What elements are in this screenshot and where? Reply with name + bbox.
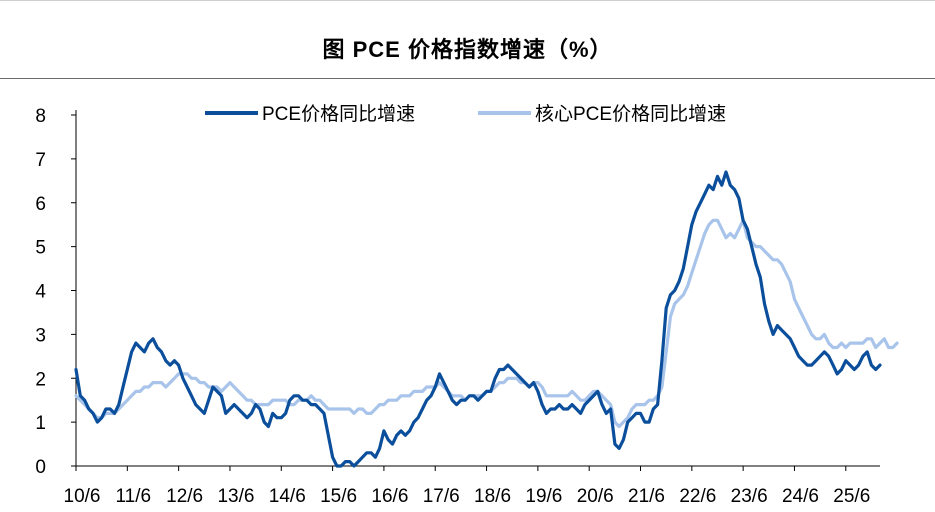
y-tick-label: 3 — [35, 325, 46, 346]
series-line-core-pce — [74, 218, 899, 429]
legend-label-pce: PCE价格同比增速 — [262, 103, 415, 125]
y-tick-label: 8 — [35, 106, 46, 127]
top-border — [0, 0, 935, 1]
x-tick-label: 24/6 — [782, 486, 819, 507]
chart-axes: 0 1 2 3 4 5 6 7 8 10/6 11/6 12/6 13/6 14/6 15/6 16/6 17/… — [35, 106, 880, 507]
x-tick-label: 11/6 — [116, 486, 152, 507]
x-tick-label: 17/6 — [423, 486, 460, 507]
y-tick-label: 0 — [35, 457, 46, 478]
y-tick-label: 5 — [35, 238, 46, 259]
x-tick-label: 13/6 — [217, 486, 254, 507]
x-tick-label: 15/6 — [320, 486, 357, 507]
x-tick-label: 20/6 — [577, 486, 614, 507]
x-tick-label: 16/6 — [371, 486, 408, 507]
x-tick-label: 10/6 — [64, 486, 101, 507]
y-tick-label: 4 — [35, 282, 46, 303]
x-tick-label: 14/6 — [269, 486, 306, 507]
x-tick-label: 12/6 — [166, 486, 203, 507]
x-tick-label: 23/6 — [731, 486, 768, 507]
chart-title: 图 PCE 价格指数增速（%） — [322, 37, 613, 62]
y-tick-label: 7 — [35, 150, 46, 171]
x-tick-label: 21/6 — [628, 486, 665, 507]
x-tick-label: 18/6 — [474, 486, 511, 507]
x-tick-label: 19/6 — [525, 486, 562, 507]
x-tick-label: 25/6 — [833, 486, 870, 507]
y-tick-label: 1 — [35, 413, 46, 434]
series-line-pce — [74, 170, 882, 468]
y-tick-label: 2 — [35, 369, 46, 390]
legend-label-core-pce: 核心PCE价格同比增速 — [535, 103, 726, 125]
chart-legend: PCE价格同比增速 核心PCE价格同比增速 — [205, 103, 726, 125]
chart-lines — [74, 170, 899, 468]
x-tick-label: 22/6 — [679, 486, 716, 507]
y-tick-label: 6 — [35, 194, 46, 215]
title-divider — [0, 78, 935, 79]
